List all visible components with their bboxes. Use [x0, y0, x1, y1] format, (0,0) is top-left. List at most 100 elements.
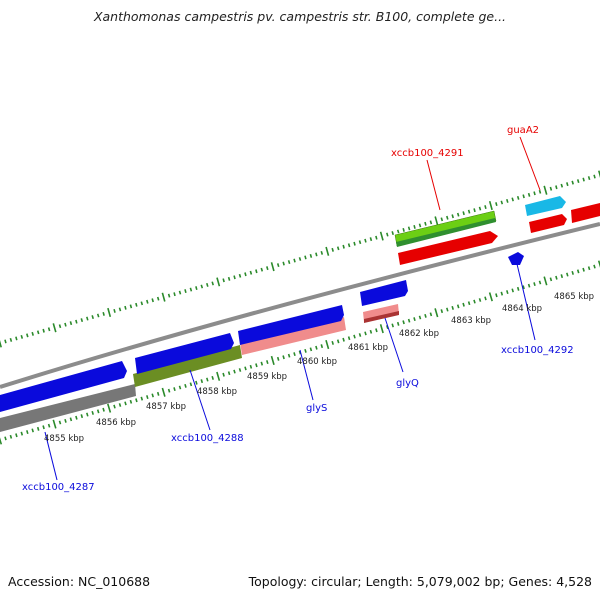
tick-mark [304, 348, 307, 353]
gene-glyQ-pink-shadow [364, 311, 399, 323]
tick-mark [555, 185, 558, 190]
tick-mark [522, 194, 525, 199]
tick-mark [184, 383, 187, 388]
tick-mark [478, 206, 482, 211]
tick-mark [0, 437, 3, 445]
tick-mark [555, 275, 558, 280]
tick-mark [500, 200, 504, 205]
tick-mark [75, 319, 78, 324]
tick-mark [331, 340, 334, 345]
tick-mark [151, 298, 154, 303]
tick-mark [511, 288, 514, 293]
leader-xccb100-4288 [189, 369, 211, 431]
tick-mark [161, 292, 166, 302]
tick-mark [287, 260, 291, 265]
backbone [0, 222, 600, 432]
tick-mark [118, 307, 122, 312]
gene-label-xccb100-4288[interactable]: xccb100_4288 [171, 433, 244, 444]
tick-label: 4857 kbp [146, 402, 186, 412]
tick-mark [484, 205, 487, 209]
tick-mark [576, 179, 580, 184]
tick-mark [216, 371, 221, 381]
tick-mark [42, 328, 45, 333]
outer-backbone-gray-band [0, 384, 136, 432]
tick-mark [222, 372, 225, 377]
olive-band[interactable] [133, 345, 242, 387]
gene-label-xccb100-4292[interactable]: xccb100_4292 [501, 345, 574, 356]
inner-tick-ring [0, 260, 600, 445]
gene-right-red-segment[interactable] [571, 203, 600, 223]
gene-blue-arrow-3[interactable] [238, 305, 344, 345]
tick-mark [195, 286, 198, 290]
tick-mark [64, 418, 67, 423]
topology-summary: Topology: circular; Length: 5,079,002 bp… [248, 574, 592, 589]
tick-mark [440, 309, 444, 314]
leader-xccb100-4287 [44, 431, 58, 481]
tick-mark [566, 182, 569, 187]
tick-mark [266, 360, 269, 365]
gene-label-guaA2[interactable]: guaA2 [507, 125, 539, 136]
tick-mark [270, 262, 275, 272]
gene-label-glyQ[interactable]: glyQ [396, 378, 419, 389]
tick-mark [566, 272, 569, 277]
tick-mark [462, 302, 465, 307]
gene-guaA2-red-arrow[interactable] [529, 214, 567, 233]
tick-mark [270, 355, 275, 366]
tick-mark [358, 333, 362, 337]
tick-mark [146, 299, 149, 304]
tick-mark [91, 410, 94, 415]
tick-mark [538, 189, 542, 194]
tick-mark [189, 287, 193, 292]
tick-mark [407, 226, 411, 231]
tick-label: 4860 kbp [297, 357, 337, 367]
gene-label-xccb100-4287[interactable]: xccb100_4287 [22, 482, 95, 493]
leader-guaA2 [519, 136, 541, 191]
tick-mark [336, 246, 340, 251]
gene-xccb100-4288-arrow[interactable] [135, 333, 234, 374]
tick-mark [484, 296, 487, 301]
tick-mark [473, 208, 476, 213]
tick-mark [255, 363, 258, 368]
forward-strand-features [240, 196, 600, 355]
tick-mark [260, 267, 264, 272]
tick-mark [69, 321, 73, 326]
tick-mark [560, 183, 564, 188]
tick-mark [364, 331, 367, 336]
tick-mark [31, 331, 34, 336]
gene-xccb100-4291-arrow[interactable] [398, 231, 498, 265]
tick-mark [80, 318, 84, 323]
tick-mark [31, 428, 34, 433]
tick-mark [424, 313, 427, 318]
tick-mark [543, 276, 548, 286]
gene-blue-arrow-4[interactable] [360, 280, 408, 306]
tick-mark [358, 240, 362, 245]
tick-mark [135, 302, 138, 307]
gene-label-glyS[interactable]: glyS [306, 403, 327, 414]
gene-guaA2-cyan-arrow[interactable] [525, 196, 566, 216]
tick-mark [36, 426, 40, 431]
tick-mark [451, 305, 454, 310]
tick-mark [488, 292, 493, 302]
tick-mark [336, 339, 340, 344]
tick-mark [347, 243, 351, 248]
tick-mark [315, 252, 318, 257]
tick-mark [161, 387, 166, 397]
gene-xccb100-4292-arrow[interactable] [508, 252, 524, 265]
tick-mark [249, 270, 253, 275]
tick-mark [456, 304, 460, 309]
gene-xccb100-4291-dark-green-band [396, 218, 496, 247]
gene-label-xccb100-4291[interactable]: xccb100_4291 [391, 148, 464, 159]
tick-mark [113, 309, 116, 313]
tick-mark [522, 285, 525, 290]
tick-mark [146, 395, 149, 400]
tick-mark [42, 425, 45, 430]
gene-glyS-pink[interactable] [240, 317, 346, 355]
tick-mark [418, 315, 422, 320]
tick-mark [107, 307, 112, 318]
tick-mark [113, 404, 116, 409]
tick-mark [173, 387, 176, 392]
tick-mark [434, 308, 439, 318]
tick-mark [58, 420, 62, 425]
gene-xccb100-4287-arrow[interactable] [0, 361, 127, 412]
